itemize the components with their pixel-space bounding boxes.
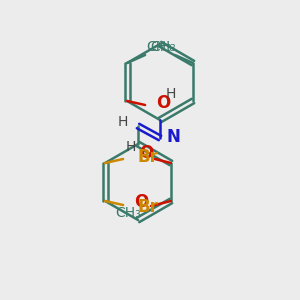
Text: N: N xyxy=(167,128,181,146)
Text: Br: Br xyxy=(137,198,158,216)
Text: H: H xyxy=(118,115,128,129)
Text: H: H xyxy=(126,140,136,154)
Text: CH₃: CH₃ xyxy=(150,40,176,54)
Text: CH₃: CH₃ xyxy=(115,206,141,220)
Text: H: H xyxy=(166,87,176,101)
Text: O: O xyxy=(156,94,170,112)
Text: Br: Br xyxy=(137,148,158,166)
Text: O: O xyxy=(134,193,148,211)
Text: CH₃: CH₃ xyxy=(146,40,172,54)
Text: O: O xyxy=(139,144,153,162)
